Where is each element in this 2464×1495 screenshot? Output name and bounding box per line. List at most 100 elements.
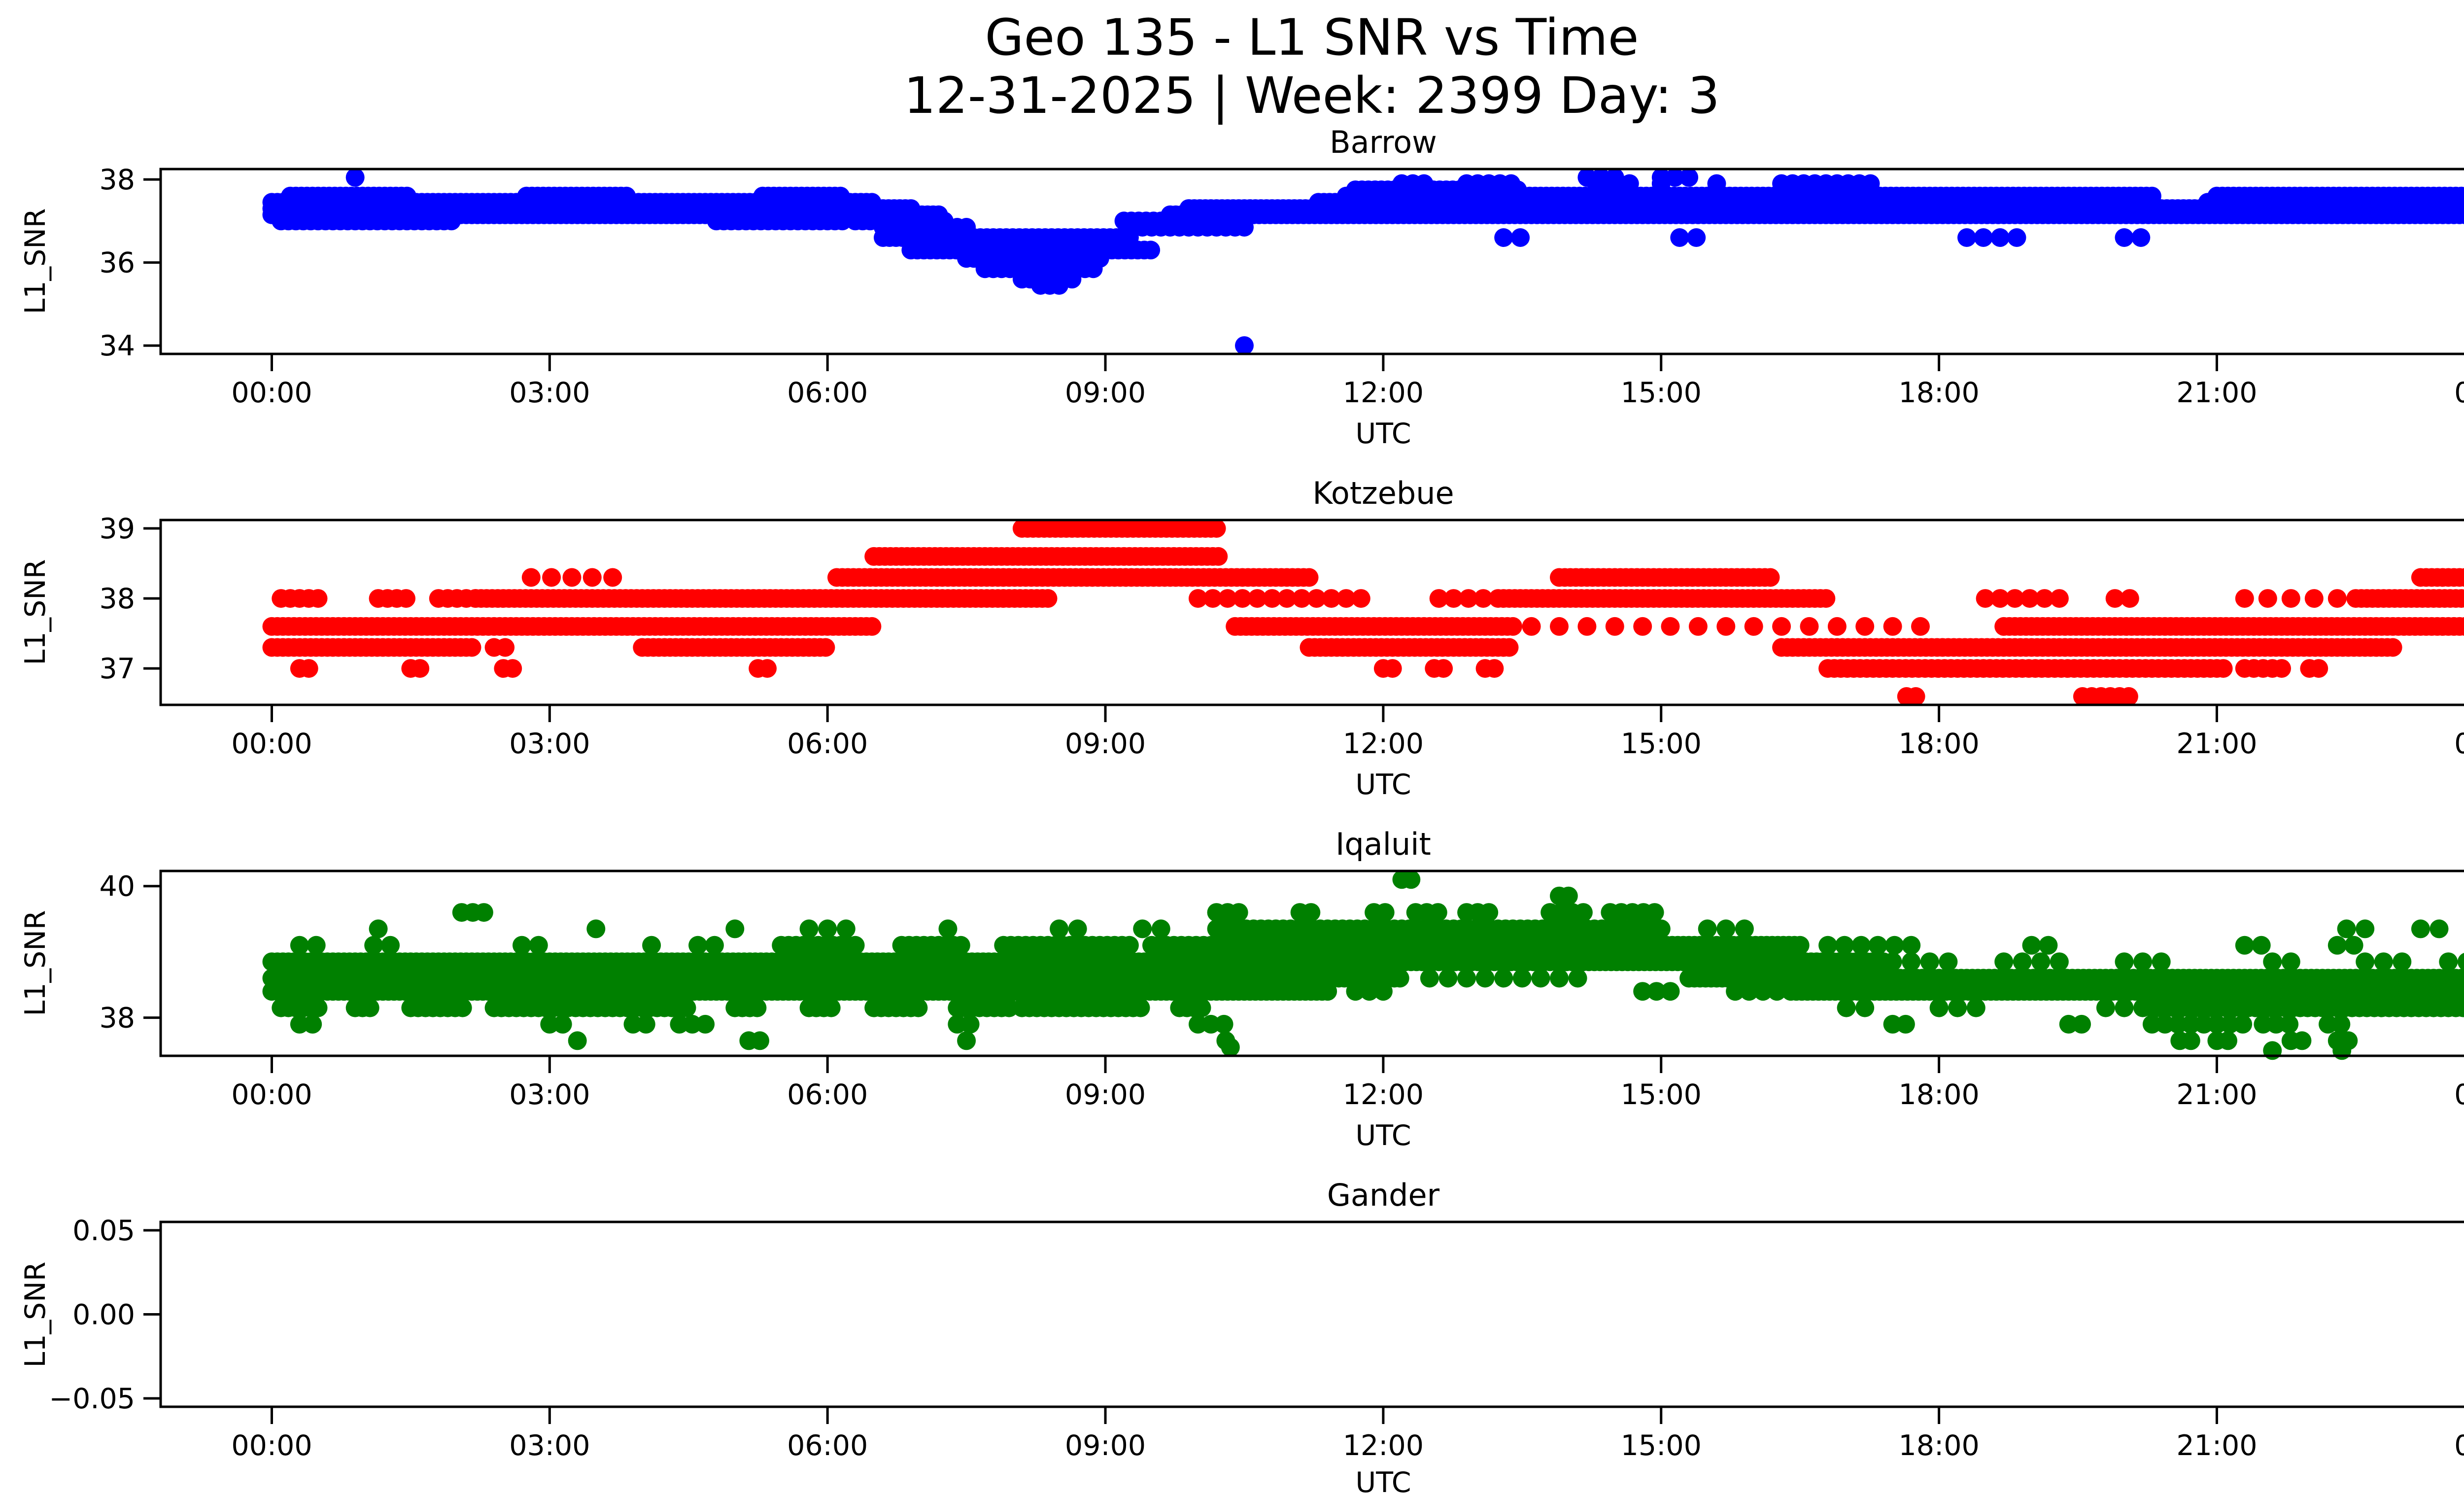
scatter-point xyxy=(2461,1001,2464,1015)
scatter-point xyxy=(951,936,970,955)
scatter-point xyxy=(2120,589,2139,608)
x-tick-label: 21:00 xyxy=(2176,1429,2257,1462)
scatter-point xyxy=(1218,589,1237,608)
scatter-point xyxy=(1670,228,1689,247)
scatter-point xyxy=(2050,589,2069,608)
scatter-point xyxy=(2115,952,2134,972)
scatter-point xyxy=(513,936,531,955)
scatter-point xyxy=(2272,659,2291,678)
scatter-point xyxy=(1214,1014,1233,1034)
y-tick-label: 38 xyxy=(99,1002,135,1035)
scatter-point xyxy=(1835,936,1854,955)
scatter-point xyxy=(1896,1014,1915,1034)
scatter-point xyxy=(1489,589,1507,608)
scatter-point xyxy=(1360,982,1379,1001)
scatter-point xyxy=(1698,919,1717,939)
scatter-point xyxy=(2383,638,2402,657)
x-tick-label: 00:00 xyxy=(231,1078,312,1111)
scatter-point xyxy=(1479,903,1499,922)
scatter-point xyxy=(308,589,328,608)
scatter-point xyxy=(2181,1014,2200,1034)
scatter-point xyxy=(2181,1031,2200,1050)
scatter-point xyxy=(2456,617,2464,636)
scatter-point xyxy=(1929,998,1949,1017)
y-tick-label: 38 xyxy=(99,583,135,615)
scatter-point xyxy=(1957,228,1976,247)
x-tick-label: 18:00 xyxy=(1898,728,1979,760)
scatter-point xyxy=(462,638,481,657)
scatter-point xyxy=(1420,969,1439,988)
scatter-point xyxy=(1131,998,1150,1017)
scatter-point xyxy=(1207,519,1226,538)
scatter-point xyxy=(1201,1014,1221,1034)
scatter-point xyxy=(1827,617,1847,636)
scatter-point xyxy=(1716,617,1736,636)
scatter-point xyxy=(345,168,365,187)
scatter-point xyxy=(1438,969,1458,988)
scatter-point xyxy=(2235,589,2254,608)
scatter-point xyxy=(2039,936,2058,955)
scatter-point xyxy=(1475,969,1495,988)
y-tick-label: −0.05 xyxy=(49,1383,135,1415)
scatter-point xyxy=(553,1014,572,1034)
scatter-points xyxy=(262,519,2464,706)
scatter-point xyxy=(2356,919,2375,939)
scatter-point xyxy=(1688,617,1708,636)
scatter-point xyxy=(1084,259,1103,278)
scatter-point xyxy=(2309,659,2328,678)
scatter-point xyxy=(308,998,328,1017)
suptitle-line2: 12-31-2025 | Week: 2399 Day: 3 xyxy=(904,67,1720,125)
x-tick-label: 12:00 xyxy=(1343,1078,1424,1111)
scatter-point xyxy=(957,1031,976,1050)
scatter-point xyxy=(2266,1014,2286,1034)
scatter-point xyxy=(1790,936,1810,955)
y-ticks: 34 36 38 xyxy=(99,164,161,362)
subplot-gander: 00:00 03:00 06:00 09:00 12:00 15:00 18:00 21:00… xyxy=(49,1215,2464,1462)
scatter-point xyxy=(642,936,661,955)
scatter-point xyxy=(818,919,837,939)
scatter-point xyxy=(1816,589,1836,608)
scatter-point xyxy=(2072,1014,2091,1034)
scatter-point xyxy=(1383,659,1402,678)
scatter-point xyxy=(748,998,767,1017)
scatter-point xyxy=(1735,919,1754,939)
x-ticks: 00:00 03:00 06:00 09:00 12:00 15:00 18:00 21:00… xyxy=(231,354,2464,409)
scatter-point xyxy=(1292,589,1311,608)
scatter-point xyxy=(2331,1014,2351,1034)
scatter-point xyxy=(1531,969,1550,988)
scatter-point xyxy=(1568,969,1587,988)
scatter-point xyxy=(1390,969,1409,988)
scatter-point xyxy=(529,936,548,955)
scatter-point xyxy=(1322,589,1341,608)
scatter-point xyxy=(603,568,622,587)
scatter-point xyxy=(2304,589,2324,608)
x-ticks: 00:00 03:00 06:00 09:00 12:00 15:00 18:00 21:00… xyxy=(231,1407,2464,1462)
scatter-point xyxy=(938,919,958,939)
scatter-point xyxy=(1120,936,1139,955)
scatter-point xyxy=(1229,903,1248,922)
scatter-point xyxy=(1574,903,1593,922)
scatter-point xyxy=(2022,936,2041,955)
x-tick-label: 09:00 xyxy=(1065,728,1146,760)
scatter-point xyxy=(1277,589,1297,608)
scatter-point xyxy=(2281,589,2300,608)
scatter-point xyxy=(2115,998,2134,1017)
x-tick-label: 00:00 xyxy=(2454,1429,2464,1462)
scatter-point xyxy=(833,211,852,231)
x-tick-label: 00:00 xyxy=(231,728,312,760)
x-tick-label: 00:00 xyxy=(2454,1078,2464,1111)
scatter-point xyxy=(636,1014,655,1034)
scatter-point xyxy=(1444,589,1463,608)
scatter-point xyxy=(1885,936,1904,955)
scatter-point xyxy=(960,1014,980,1034)
scatter-point xyxy=(1883,952,1902,972)
scatter-point xyxy=(2439,952,2458,972)
x-ticks: 00:00 03:00 06:00 09:00 12:00 15:00 18:00 21:00… xyxy=(231,1056,2464,1111)
scatter-point xyxy=(1485,659,1504,678)
scatter-point xyxy=(542,568,561,587)
scatter-point xyxy=(1772,617,1791,636)
scatter-point xyxy=(411,659,430,678)
scatter-point xyxy=(1318,982,1337,1001)
